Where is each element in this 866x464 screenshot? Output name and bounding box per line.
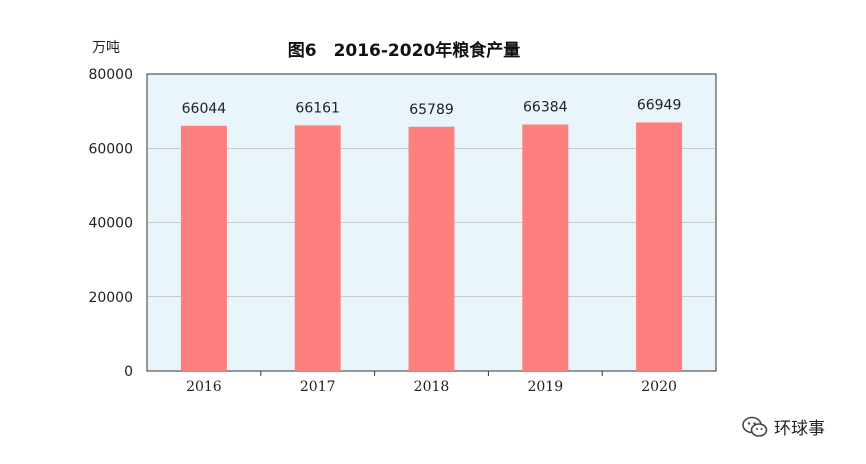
x-tick-label: 2018 — [414, 379, 450, 395]
bar-2017 — [294, 125, 341, 371]
x-axis-ticks: 2016 2017 2018 2019 2020 — [186, 371, 677, 395]
chart-title: 图6 2016-2020年粮食产量 — [288, 40, 521, 61]
data-labels: 66044 66161 65789 66384 66949 — [182, 97, 682, 117]
y-tick-label: 60000 — [88, 141, 133, 157]
bar-2019 — [522, 124, 569, 371]
bar-2016 — [180, 125, 227, 372]
data-label: 66384 — [523, 100, 568, 116]
data-label: 66161 — [295, 100, 340, 116]
bar-2018 — [408, 126, 455, 372]
bars — [180, 122, 683, 372]
y-tick-label: 20000 — [88, 290, 133, 306]
y-axis-ticks: 0 20000 40000 60000 80000 — [88, 67, 133, 380]
x-tick-label: 2020 — [641, 379, 677, 395]
y-tick-label: 0 — [124, 364, 133, 380]
y-tick-label: 40000 — [88, 216, 133, 232]
data-label: 66044 — [182, 101, 227, 117]
watermark: 环球事 — [742, 414, 825, 439]
bar-2020 — [636, 122, 683, 371]
y-tick-label: 80000 — [88, 67, 133, 83]
y-axis-unit-label: 万吨 — [92, 40, 120, 56]
data-label: 65789 — [409, 102, 454, 118]
x-tick-label: 2019 — [527, 379, 563, 395]
wechat-icon — [742, 416, 768, 437]
watermark-text: 环球事 — [774, 419, 825, 439]
x-tick-label: 2016 — [186, 379, 222, 395]
x-tick-label: 2017 — [300, 379, 336, 395]
data-label: 66949 — [637, 97, 682, 113]
